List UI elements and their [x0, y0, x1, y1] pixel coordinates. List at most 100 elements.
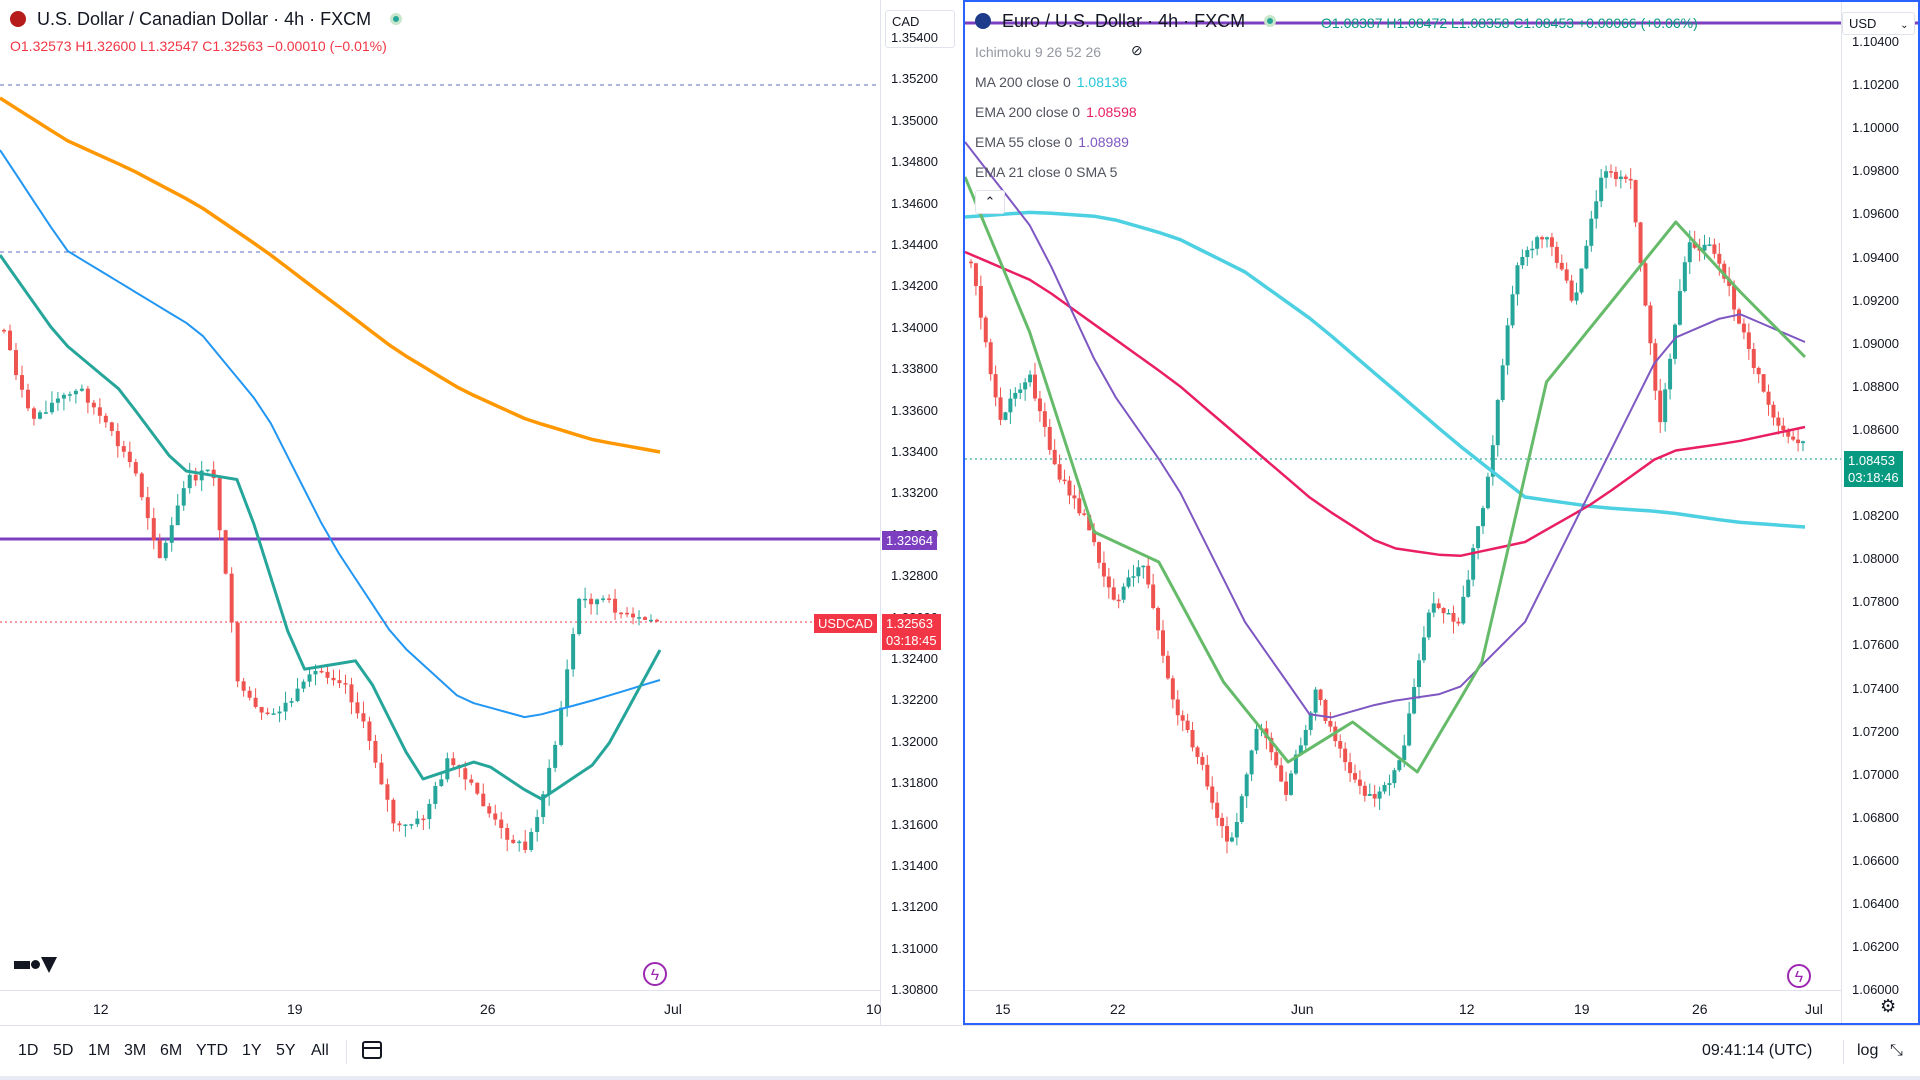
- price-tick-label: 1.32400: [891, 651, 938, 666]
- range-button[interactable]: 6M: [160, 1042, 183, 1059]
- settings-gear-icon[interactable]: ⚙: [1880, 996, 1897, 1016]
- usdcad-chart[interactable]: [0, 0, 955, 1025]
- hline-price-tag: 1.32964: [882, 531, 937, 550]
- candle: [1628, 168, 1633, 189]
- candle: [1525, 246, 1530, 266]
- lightning-icon[interactable]: ϟ: [1787, 964, 1811, 988]
- candle: [1722, 260, 1727, 283]
- collapse-legend-button[interactable]: ⌃: [975, 190, 1005, 214]
- log-scale-toggle[interactable]: log: [1857, 1042, 1879, 1059]
- candle: [1328, 711, 1333, 732]
- candle: [523, 830, 528, 854]
- price-tick-label: 1.07600: [1852, 637, 1899, 653]
- range-button[interactable]: YTD: [196, 1042, 228, 1059]
- candle: [1269, 732, 1274, 761]
- candle: [1776, 411, 1781, 435]
- range-button[interactable]: 5Y: [276, 1042, 296, 1059]
- candle: [421, 814, 426, 830]
- range-button[interactable]: All: [311, 1042, 329, 1059]
- candle: [1648, 301, 1653, 355]
- candle: [631, 607, 636, 625]
- candle: [1353, 764, 1357, 783]
- candle: [1609, 164, 1613, 178]
- candle: [157, 533, 162, 559]
- candle: [475, 782, 480, 796]
- candle: [1510, 285, 1515, 329]
- time-tick-label: Jun: [1291, 1001, 1314, 1017]
- candle: [199, 461, 204, 492]
- price-tick-label: 1.09400: [1852, 249, 1899, 265]
- candle: [978, 275, 983, 330]
- expand-icon[interactable]: ⤡: [1890, 1042, 1903, 1059]
- chevron-down-icon: ⌄: [1900, 20, 1909, 31]
- candle: [1485, 472, 1490, 510]
- price-tick-label: 1.34200: [891, 278, 938, 294]
- time-tick-label: 12: [1459, 1001, 1475, 1017]
- candle: [1490, 435, 1495, 486]
- eurusd-time-axis[interactable]: 15 22 Jun 12 19 26 Jul: [965, 990, 1841, 1024]
- symbol-title[interactable]: U.S. Dollar / Canadian Dollar · 4h · FXC…: [37, 9, 372, 29]
- candle: [1446, 609, 1451, 615]
- range-button[interactable]: 1Y: [242, 1042, 262, 1059]
- candle: [1500, 358, 1505, 402]
- close-value: C1.08453: [1513, 15, 1575, 31]
- bar-countdown: 03:18:45: [886, 633, 937, 648]
- calendar-icon[interactable]: [362, 1041, 382, 1059]
- candle: [1033, 362, 1037, 402]
- eurusd-chart-pane[interactable]: Euro / U.S. Dollar · 4h · FXCM O1.08387 …: [963, 0, 1920, 1025]
- range-button[interactable]: 3M: [124, 1042, 147, 1059]
- price-tick-label: 1.34800: [891, 154, 938, 170]
- candle: [1417, 653, 1421, 699]
- last-price-tag: 1.32563 03:18:45: [882, 614, 941, 650]
- candle: [1136, 560, 1141, 584]
- range-button[interactable]: 5D: [53, 1042, 74, 1059]
- indicator-row[interactable]: MA 200 close 0 1.08136: [975, 74, 1127, 90]
- candle: [1741, 318, 1746, 340]
- candle: [643, 616, 648, 620]
- candle: [169, 516, 174, 552]
- utc-clock[interactable]: 09:41:14 (UTC): [1702, 1042, 1813, 1059]
- bottom-edge-bar: [0, 1076, 1920, 1080]
- eye-off-icon[interactable]: ⊘: [1131, 42, 1143, 58]
- lightning-icon[interactable]: ϟ: [643, 962, 667, 986]
- divider: [1843, 1040, 1844, 1064]
- candle: [1028, 370, 1033, 387]
- usdcad-legend: U.S. Dollar / Canadian Dollar · 4h · FXC…: [10, 9, 403, 30]
- indicator-row[interactable]: EMA 21 close 0 SMA 5: [975, 164, 1117, 180]
- bar-countdown: 03:18:46: [1848, 470, 1899, 485]
- currency-select-cad[interactable]: CAD ⌄: [885, 10, 955, 48]
- candle: [277, 706, 282, 723]
- candle: [7, 324, 12, 352]
- candle: [235, 620, 240, 688]
- candle: [1190, 721, 1195, 752]
- open-value: O1.32573: [10, 38, 72, 54]
- candle: [397, 820, 402, 832]
- usdcad-chart-pane[interactable]: U.S. Dollar / Canadian Dollar · 4h · FXC…: [0, 0, 955, 1025]
- indicator-row[interactable]: EMA 55 close 0 1.08989: [975, 134, 1129, 150]
- indicator-row[interactable]: Ichimoku 9 26 52 26: [975, 44, 1101, 60]
- eurusd-price-scale[interactable]: 1.10400 1.10200 1.10000 1.09800 1.09600 1.094…: [1841, 2, 1919, 1023]
- candle: [1801, 440, 1805, 452]
- bottom-toolbar: 1D 5D 1M 3M 6M YTD 1Y 5Y All 09:41:14 (UTC) log …: [0, 1025, 1920, 1079]
- candle: [637, 610, 642, 626]
- symbol-title[interactable]: Euro / U.S. Dollar · 4h · FXCM: [1002, 11, 1246, 31]
- candle: [595, 598, 600, 615]
- candle: [553, 740, 558, 772]
- price-tick-label: 1.31600: [891, 816, 938, 832]
- eurusd-chart[interactable]: [965, 2, 1918, 1023]
- candle: [1756, 366, 1761, 384]
- usdcad-time-axis[interactable]: 12 19 26 Jul 10: [0, 990, 882, 1026]
- range-button[interactable]: 1D: [18, 1042, 39, 1059]
- usdcad-price-scale[interactable]: 1.35400 1.35200 1.35000 1.34800 1.34600 1.344…: [880, 0, 956, 1025]
- indicator-row[interactable]: EMA 200 close 0 1.08598: [975, 104, 1137, 120]
- candle: [1220, 812, 1225, 838]
- candle: [1604, 165, 1609, 189]
- candles: [2, 324, 659, 854]
- candle: [1047, 418, 1052, 455]
- candle: [1338, 734, 1343, 758]
- candle: [283, 691, 288, 721]
- currency-select-usd[interactable]: USD ⌄: [1842, 12, 1916, 35]
- candle: [415, 810, 420, 827]
- low-value: L1.32547: [140, 38, 199, 54]
- range-button[interactable]: 1M: [88, 1042, 111, 1059]
